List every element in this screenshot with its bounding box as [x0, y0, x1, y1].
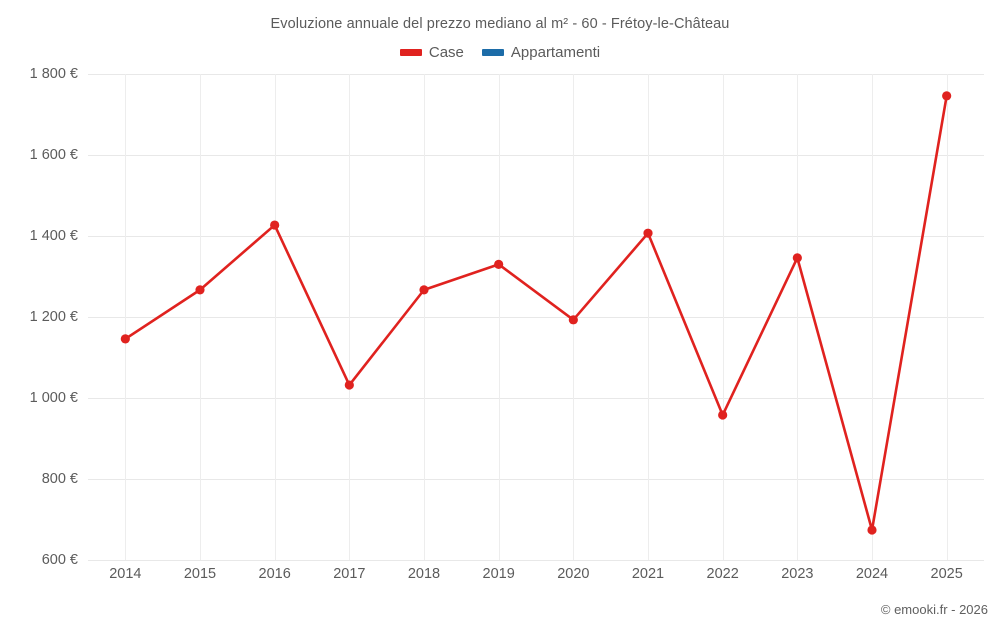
- y-axis-tick-label: 1 200 €: [29, 309, 78, 325]
- gridline-horizontal: [88, 317, 984, 318]
- plot-area: [88, 74, 984, 561]
- gridline-horizontal: [88, 236, 984, 237]
- chart-title: Evoluzione annuale del prezzo mediano al…: [270, 16, 730, 32]
- legend-swatch-case: [399, 49, 422, 56]
- gridline-horizontal: [88, 479, 984, 480]
- data-point[interactable]: [491, 256, 507, 272]
- gridline-horizontal: [88, 398, 984, 399]
- legend-item-case[interactable]: Case: [399, 44, 464, 61]
- y-axis-tick-label: 1 000 €: [29, 390, 78, 406]
- x-axis-tick-label: 2020: [557, 566, 590, 582]
- data-point[interactable]: [939, 88, 955, 104]
- gridline-vertical: [797, 74, 799, 560]
- data-point[interactable]: [864, 522, 880, 538]
- x-axis-tick-label: 2025: [930, 566, 963, 582]
- x-axis-tick-label: 2021: [631, 566, 665, 582]
- x-axis-tick-label: 2016: [258, 566, 291, 582]
- data-point[interactable]: [192, 282, 208, 298]
- legend-item-appartamenti[interactable]: Appartamenti: [481, 44, 601, 61]
- gridline-vertical: [872, 74, 873, 560]
- data-point[interactable]: [715, 407, 731, 423]
- gridline-vertical: [498, 74, 500, 560]
- y-axis-tick-label: 600 €: [41, 552, 78, 568]
- data-point[interactable]: [416, 282, 432, 298]
- gridline-vertical: [648, 74, 649, 560]
- chart-credit: © emooki.fr - 2026: [880, 602, 988, 617]
- gridline-horizontal: [88, 74, 984, 75]
- chart-legend: Case Appartamenti: [0, 44, 1000, 61]
- gridline-vertical: [274, 74, 276, 560]
- legend-label-appartamenti: Appartamenti: [510, 44, 601, 61]
- gridline-vertical: [349, 74, 351, 560]
- y-axis-tick-label: 800 €: [41, 471, 78, 487]
- y-axis-tick-label: 1 600 €: [29, 147, 78, 163]
- x-axis-tick-label: 2014: [109, 566, 142, 582]
- x-axis-tick-label: 2023: [781, 566, 814, 582]
- x-axis-tick-label: 2017: [333, 566, 366, 582]
- y-axis-tick-label: 1 400 €: [29, 228, 78, 244]
- gridline-vertical: [200, 74, 201, 560]
- x-axis-tick-label: 2022: [706, 566, 739, 582]
- gridline-horizontal: [88, 155, 984, 156]
- legend-swatch-appartamenti: [481, 49, 504, 56]
- gridline-vertical: [946, 74, 948, 560]
- x-axis-tick-label: 2018: [407, 566, 441, 582]
- x-axis-tick-label: 2019: [482, 566, 515, 582]
- x-axis-tick-label: 2024: [855, 566, 889, 582]
- data-point[interactable]: [267, 217, 283, 233]
- legend-label-case: Case: [428, 44, 464, 61]
- x-axis-tick-label: 2015: [183, 566, 217, 582]
- gridline-vertical: [722, 74, 724, 560]
- gridline-horizontal: [88, 560, 984, 561]
- gridline-vertical: [125, 74, 127, 560]
- gridline-vertical: [424, 74, 425, 560]
- y-axis-tick-label: 1 800 €: [29, 66, 78, 82]
